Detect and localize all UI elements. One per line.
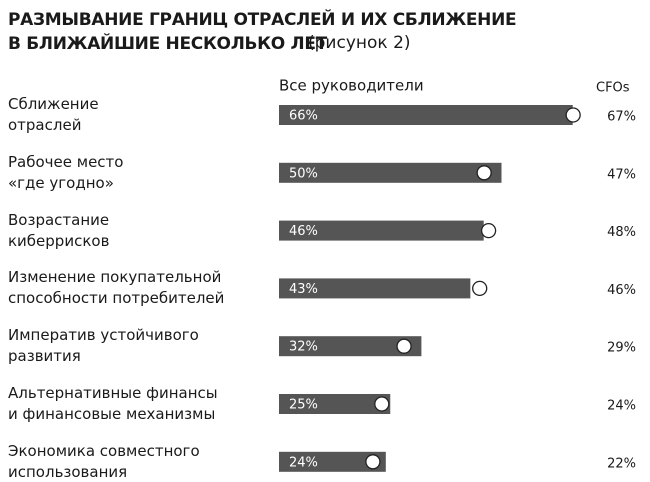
legend-entry: CFOs	[596, 81, 630, 96]
legend-entry: Все руководители	[279, 77, 424, 95]
value-label: 29%	[607, 341, 636, 356]
value-label: 32%	[289, 340, 318, 355]
dot	[480, 222, 497, 239]
dot	[374, 396, 390, 412]
value-label: 50%	[289, 166, 318, 181]
value-label: 24%	[289, 455, 318, 470]
value-label: 46%	[607, 283, 636, 298]
dot	[365, 454, 381, 470]
dot	[472, 280, 488, 297]
value-label: 46%	[289, 224, 318, 239]
value-label: 48%	[607, 225, 636, 240]
category-label: Сближение отраслей	[8, 95, 99, 134]
category-label: Экономика совместного использования	[8, 441, 200, 481]
value-label: 22%	[607, 456, 636, 471]
dot	[565, 107, 581, 123]
dot	[476, 165, 492, 181]
bar	[279, 220, 484, 241]
value-label: 47%	[607, 167, 636, 182]
category-label: Императив устойчивого развития	[8, 326, 199, 366]
bar	[279, 451, 386, 472]
bar	[279, 105, 573, 125]
category-label: Изменение покупательной способности потр…	[8, 268, 225, 308]
chart-title: Размывание границ отраслей и их сближени…	[8, 10, 517, 54]
value-label: 43%	[289, 282, 318, 297]
category-label: Рабочее место «где угодно»	[8, 152, 124, 192]
bar	[279, 278, 471, 299]
category-label: Возрастание киберрисков	[8, 210, 110, 250]
bar	[279, 394, 391, 414]
value-label: 24%	[607, 399, 636, 414]
bar	[279, 162, 502, 183]
dot	[396, 338, 412, 354]
value-label: 67%	[607, 110, 636, 125]
bar	[279, 336, 422, 357]
value-label: 66%	[289, 109, 318, 124]
category-label: Альтернативные финансы и финансовые меха…	[8, 384, 218, 423]
chart-subtitle: (рисунок 2)	[308, 33, 411, 53]
value-label: 25%	[289, 398, 318, 413]
